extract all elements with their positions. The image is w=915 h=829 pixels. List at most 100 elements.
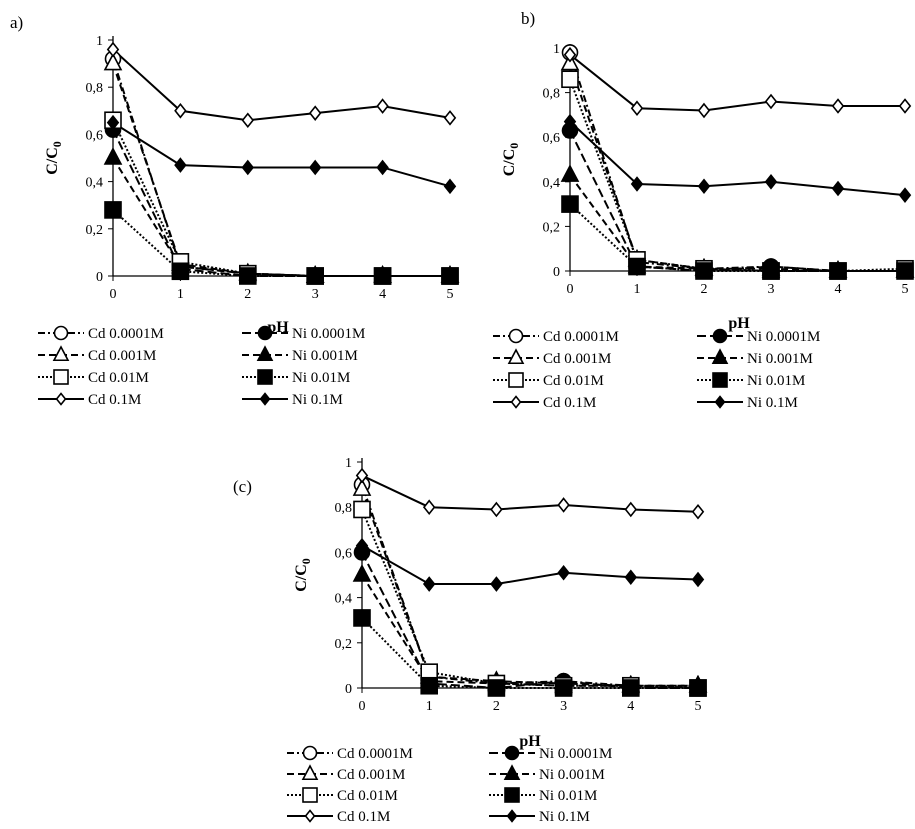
data-point-ni-0-01m [239,267,257,285]
data-point-ni-0-1m [490,576,503,592]
series-line-ni-0-01m [569,203,905,272]
y-tick-label: 0,6 [335,546,353,561]
x-tick-label: 1 [634,282,641,297]
series-line-cd-0-0001m [569,52,905,272]
data-point-ni-0-001m [352,564,372,582]
data-point-ni-0-01m [896,262,914,280]
data-point-ni-0-01m [695,262,713,280]
legend-entry: Cd 0.1M [543,395,596,411]
legend-entry: Cd 0.01M [543,373,604,389]
data-point-ni-0-01m [104,201,122,219]
x-tick-label: 1 [426,699,433,714]
legend-swatch-marker [259,392,271,406]
series-line-ni-0-0001m [361,551,698,690]
series-line-cd-0-001m [112,63,450,277]
series-line-ni-0-1m [569,120,906,197]
data-point-ni-0-01m [420,676,439,695]
legend-entry: Cd 0.001M [337,767,405,783]
legend-swatch-marker [302,787,318,803]
y-tick-label: 0 [96,270,103,285]
data-point-ni-0-01m [373,267,392,285]
legend-entry: Cd 0.001M [543,351,611,367]
data-point-ni-0-01m [171,262,190,281]
x-tick-label: 0 [359,699,366,714]
x-tick-label: 3 [768,282,775,297]
x-tick-label: 4 [835,282,842,297]
series-line-ni-0-01m [112,209,450,277]
x-axis-title: pH [728,315,750,332]
y-tick-label: 0,8 [543,87,561,102]
data-point-cd-0-01m [561,70,579,89]
legend-swatch-marker [301,764,319,781]
x-tick-label: 0 [110,287,117,302]
x-tick-label: 5 [447,287,454,302]
data-point-cd-0-1m [174,103,187,119]
legend-entry: Ni 0.0001M [539,746,612,762]
data-point-ni-0-1m [443,178,457,195]
data-point-ni-0-01m [628,257,646,276]
data-point-cd-0-1m [764,93,778,110]
legend-swatch-marker [504,787,520,803]
x-tick-label: 2 [244,287,251,302]
y-tick-label: 1 [96,34,103,49]
data-point-ni-0-001m [560,164,580,182]
legend-swatch-marker [55,392,67,406]
data-point-cd-0-1m [630,100,644,116]
legend-swatch-marker [257,369,273,385]
data-point-cd-0-1m [106,41,120,58]
legend-entry: Ni 0.01M [292,370,350,386]
legend-swatch-marker [712,328,728,344]
y-tick-label: 0,4 [86,176,104,191]
data-point-cd-0-1m [831,98,845,114]
legend-entry: Cd 0.001M [88,348,156,364]
legend-entry: Ni 0.001M [539,767,605,783]
legend-swatch-marker [508,372,524,388]
data-point-ni-0-01m [561,195,579,213]
x-tick-label: 4 [627,699,634,714]
chart-panel-2: b) 0 0,2 0,4 0,6 0,8 1 0 1 2 3 4 5 C/C0 pH Cd 0.0001M Cd… [493,9,915,411]
legend-entry: Ni 0.001M [292,348,358,364]
chart-panel-1: a) 0 0,2 0,4 0,6 0,8 1 0 1 2 3 4 5 C/C0 pH Cd 0.0001M Cd… [10,13,460,408]
legend-entry: Ni 0.1M [292,392,343,408]
y-tick-label: 0 [345,682,352,697]
data-point-cd-0-1m [308,105,322,121]
panel-label: a) [10,13,23,32]
y-tick-label: 0,4 [335,592,353,607]
data-point-cd-0-1m [241,112,255,129]
legend-entry: Ni 0.0001M [292,326,365,342]
legend-swatch-marker [503,764,521,781]
y-tick-label: 1 [345,456,352,471]
legend-entry: Cd 0.1M [88,392,141,408]
data-point-cd-0-1m [490,501,503,518]
legend-entry: Ni 0.01M [747,373,805,389]
data-point-ni-0-1m [624,569,638,586]
data-point-cd-0-1m [422,499,436,515]
legend-swatch-marker [53,325,69,341]
data-point-ni-0-1m [376,159,389,176]
legend-swatch-marker [712,372,728,388]
data-point-cd-0-1m [563,46,577,63]
y-tick-label: 0,8 [335,501,353,516]
data-point-ni-0-01m [689,679,707,697]
data-point-ni-0-1m [898,187,912,203]
data-point-cd-0-1m [624,501,638,518]
legend-swatch-marker [256,345,274,362]
data-point-ni-0-001m [103,147,123,165]
legend-swatch-marker [711,348,729,365]
data-point-ni-0-01m [554,679,573,697]
legend-swatch-marker [304,809,316,823]
data-point-cd-0-1m [443,110,457,126]
series-line-cd-0-01m [112,119,450,277]
data-point-cd-0-1m [697,102,711,119]
x-tick-label: 3 [312,287,319,302]
series-line-ni-0-1m [361,544,699,586]
data-point-ni-0-1m [691,571,705,588]
legend-swatch-marker [52,345,70,362]
data-point-ni-0-1m [106,114,120,131]
legend-entry: Cd 0.0001M [543,329,619,345]
legend-entry: Ni 0.1M [539,809,590,825]
legend-entry: Ni 0.001M [747,351,813,367]
data-point-ni-0-01m [621,679,640,697]
y-tick-label: 0,4 [543,176,561,191]
data-point-cd-0-001m [103,52,123,71]
